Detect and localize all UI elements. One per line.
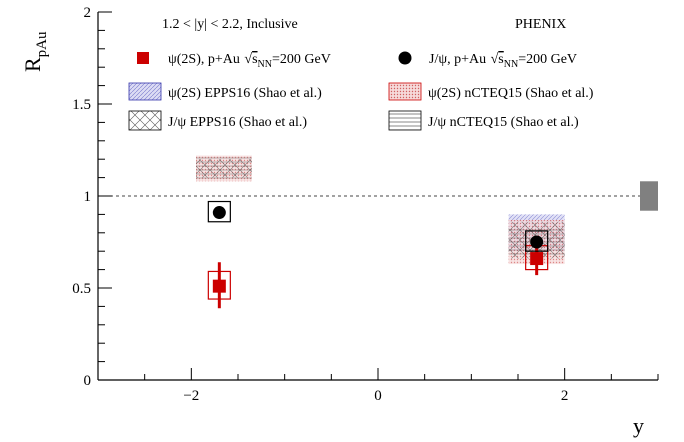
legend-marker-psi2s — [137, 52, 149, 64]
global-uncertainty-box — [640, 181, 658, 211]
legend-entry-psi2s-epps16: ψ(2S) EPPS16 (Shao et al.) — [168, 86, 322, 101]
y-tick-label: 0 — [84, 373, 92, 389]
legend-entry-jpsi-epps16: J/ψ EPPS16 (Shao et al.) — [168, 115, 307, 130]
legend-entry-jpsi: J/ψ, p+Au √sNN=200 GeV — [429, 52, 577, 70]
y-tick-label: 1.5 — [72, 97, 91, 113]
x-tick-label: 0 — [374, 388, 382, 404]
legend-swatch-psi2s-epps16 — [128, 82, 162, 101]
marker-jpsi-0 — [212, 206, 226, 220]
x-tick-label: −2 — [183, 388, 199, 404]
theory-bands — [196, 155, 565, 265]
marker-jpsi-1 — [530, 235, 544, 249]
sys-box-jpsi-1 — [525, 230, 549, 252]
marker-psi2s-1 — [530, 252, 544, 266]
legend-entry-jpsi-ncteq15: J/ψ nCTEQ15 (Shao et al.) — [428, 115, 579, 130]
y-tick-label: 2 — [84, 5, 92, 21]
legend-swatch-psi2s-ncteq15 — [388, 82, 422, 101]
y-axis-title: RpAu — [20, 31, 50, 72]
reference-line-group — [98, 181, 658, 211]
band-jpsi_ncteq15-0 — [196, 157, 252, 182]
axes: 0 0.5 1 1.5 2 −2 0 2 — [72, 5, 659, 404]
y-tick-label: 1 — [84, 189, 92, 205]
legend: ψ(2S), p+Au √sNN=200 GeV J/ψ, p+Au √sNN=… — [128, 51, 594, 131]
marker-psi2s-0 — [212, 279, 226, 293]
x-tick-label: 2 — [561, 388, 569, 404]
legend-entry-psi2s-ncteq15: ψ(2S) nCTEQ15 (Shao et al.) — [428, 86, 594, 101]
experiment-label: PHENIX — [515, 17, 566, 32]
rapidity-annotation: 1.2 < |y| < 2.2, Inclusive — [162, 17, 298, 32]
data-points — [207, 200, 549, 309]
sys-box-jpsi-0 — [207, 200, 231, 223]
legend-swatch-jpsi-ncteq15 — [388, 110, 422, 131]
legend-entry-psi2s: ψ(2S), p+Au √sNN=200 GeV — [168, 52, 331, 70]
x-axis-title: y — [633, 413, 644, 438]
y-tick-label: 0.5 — [72, 281, 91, 297]
legend-swatch-jpsi-epps16 — [128, 110, 162, 131]
legend-marker-jpsi — [398, 51, 412, 65]
